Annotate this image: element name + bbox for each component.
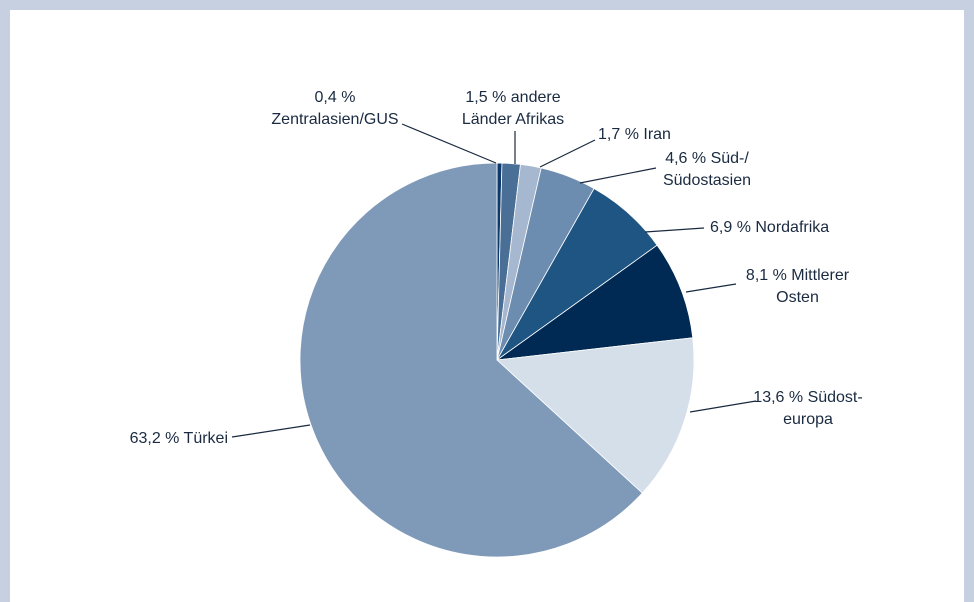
leader-line — [689, 400, 757, 413]
category-label: Südost- europa — [783, 389, 863, 428]
pie-slice — [495, 244, 694, 361]
slice-label: 1,7 % Iran — [598, 124, 718, 146]
slice-label: 1,5 % andere Länder Afrikas — [453, 87, 573, 131]
slice-label: 4,6 % Süd-/ Südostasien — [652, 148, 762, 192]
category-label: andere Länder Afrikas — [461, 89, 565, 128]
slice-label: 6,9 % Nordafrika — [710, 217, 910, 239]
slice-label: 63,2 % Türkei — [108, 428, 228, 450]
category-label: Iran — [643, 126, 671, 143]
category-label: Süd-/ Südostasien — [662, 150, 752, 189]
slice-label: 13,6 % Südost- europa — [748, 387, 868, 431]
value-label: 8,1 % — [745, 267, 787, 284]
value-label: 63,2 % — [129, 430, 180, 447]
value-label: 1,7 % — [598, 126, 639, 143]
leader-line — [231, 424, 311, 438]
value-label: 1,5 % — [465, 89, 507, 106]
leader-line — [579, 167, 657, 184]
leader-line — [539, 139, 596, 168]
value-label: 6,9 % — [710, 219, 751, 236]
leader-line — [401, 123, 497, 164]
category-label: Türkei — [183, 430, 228, 447]
category-label: Nordafrika — [755, 219, 830, 236]
leader-line — [685, 283, 737, 293]
value-label: 0,4 % — [314, 89, 356, 106]
value-label: 4,6 % — [665, 150, 707, 167]
category-label: Mittlerer Osten — [776, 267, 850, 306]
category-label: Zentralasien/GUS — [271, 111, 399, 128]
leader-line — [644, 227, 705, 233]
slice-label: 8,1 % Mittlerer Osten — [735, 265, 860, 309]
pie-slice — [496, 337, 695, 494]
pie-slice — [299, 162, 643, 558]
slice-label: 0,4 % Zentralasien/GUS — [265, 87, 405, 131]
value-label: 13,6 % — [753, 389, 804, 406]
